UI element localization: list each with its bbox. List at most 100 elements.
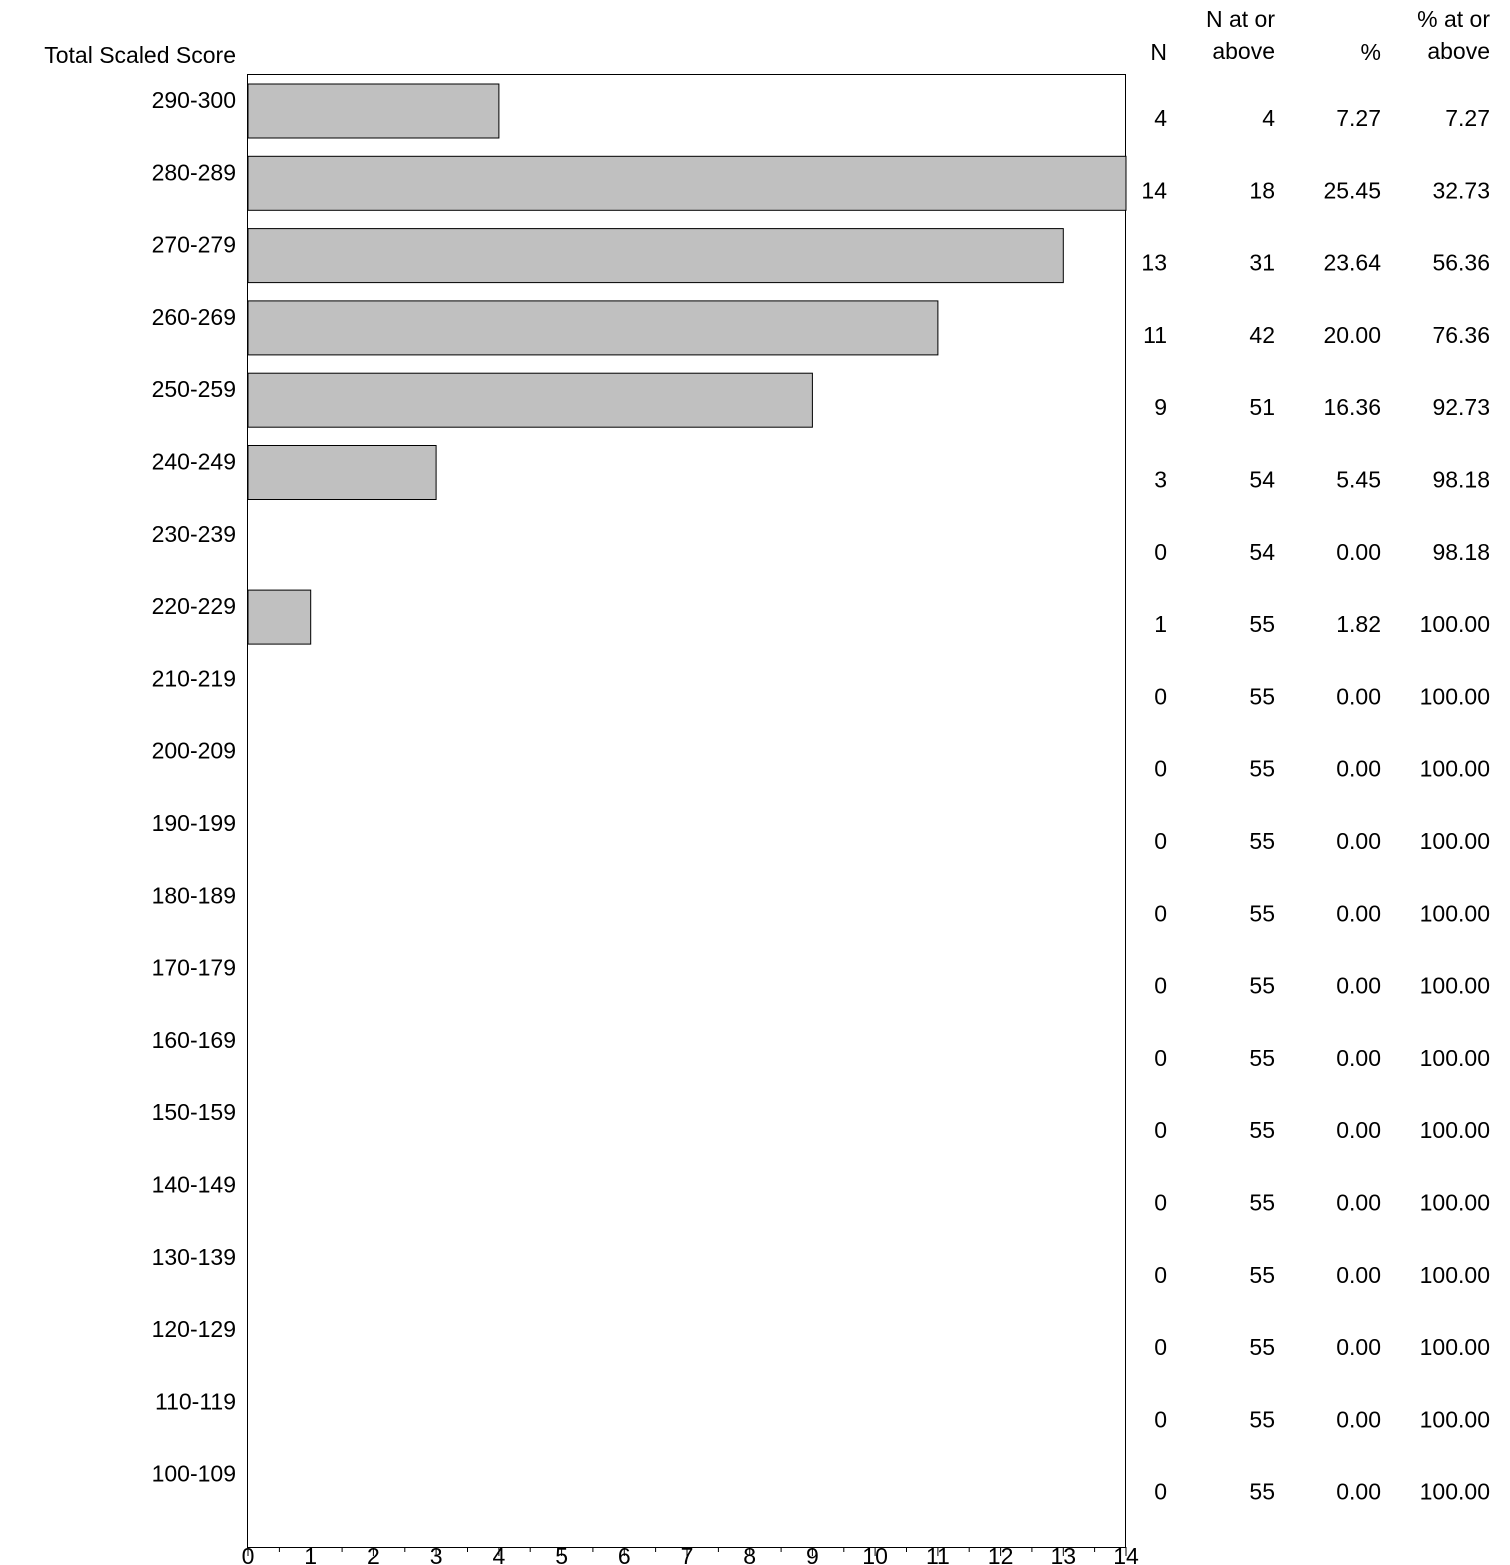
table-cell: 0 [1154,828,1167,854]
category-label: 210-219 [152,665,236,691]
table-cell: 55 [1249,1045,1275,1071]
category-label: 150-159 [152,1099,236,1125]
table-cell: 56.36 [1432,250,1490,276]
category-label: 110-119 [155,1388,236,1414]
table-cell: 0.00 [1336,1334,1381,1360]
table-cell: 55 [1249,756,1275,782]
category-label: 260-269 [152,304,236,330]
bar-220-229 [247,589,312,645]
table-cell: 4 [1154,105,1167,131]
table-cell: 16.36 [1323,394,1381,420]
table-cell: 0.00 [1336,1262,1381,1288]
x-tick-label: 11 [926,1543,950,1565]
table-cell: 54 [1249,467,1275,493]
table-cell: 0 [1154,1334,1167,1360]
x-tick-label: 9 [806,1543,819,1565]
x-tick-label: 4 [493,1543,506,1565]
table-cell: 100.00 [1420,1045,1490,1071]
table-cell: 3 [1154,467,1167,493]
category-label: 170-179 [152,955,236,981]
table-cell: 55 [1249,1479,1275,1505]
y-axis-title: Total Scaled Score [44,42,236,68]
table-cell: 55 [1249,1334,1275,1360]
table-cell: 0 [1154,1045,1167,1071]
table-cell: 100.00 [1420,1262,1490,1288]
table-cell: 11 [1143,322,1167,348]
table-cell: 5.45 [1336,467,1381,493]
category-label: 240-249 [152,449,236,475]
table-cell: 20.00 [1323,322,1381,348]
table-cell: 100.00 [1420,973,1490,999]
table-cell: 0.00 [1336,1117,1381,1143]
plot-frame [247,74,1126,1548]
table-cell: 98.18 [1432,539,1490,565]
table-cell: 0.00 [1336,683,1381,709]
category-label: 190-199 [152,810,236,836]
table-cell: 9 [1154,394,1167,420]
x-tick-label: 5 [555,1543,568,1565]
bar-280-289 [247,155,1127,211]
table-cell: 92.73 [1432,394,1490,420]
table-header: N [1150,39,1167,65]
table-cell: 23.64 [1323,250,1381,276]
table-cell: 100.00 [1420,1406,1490,1432]
category-label: 100-109 [152,1461,236,1487]
table-cell: 100.00 [1420,683,1490,709]
table-cell: 76.36 [1432,322,1490,348]
table-cell: 0.00 [1336,973,1381,999]
table-cell: 0.00 [1336,756,1381,782]
table-cell: 13 [1141,250,1167,276]
table-cell: 1.82 [1336,611,1381,637]
table-header: % at or [1417,6,1490,32]
category-label: 230-239 [152,521,236,547]
table-cell: 4 [1262,105,1275,131]
table-cell: 54 [1249,539,1275,565]
category-labels: 290-300 280-289 270-279 260-269 250-259 240-2… [152,87,236,1487]
x-axis: 0 1 2 3 4 5 6 7 8 9 10 11 12 13 14 [242,1543,1139,1565]
table-cell: 55 [1249,900,1275,926]
table-cell: 55 [1249,1406,1275,1432]
x-tick-label: 6 [618,1543,631,1565]
table-cell: 55 [1249,973,1275,999]
category-label: 180-189 [152,882,236,908]
table-cell: 0 [1154,973,1167,999]
table-cell: 100.00 [1420,900,1490,926]
table-cell: 55 [1249,683,1275,709]
bar-240-249 [247,445,437,500]
table-cell: 14 [1141,177,1167,203]
bar-260-269 [247,300,939,356]
table-cell: 51 [1249,394,1275,420]
bar-270-279 [247,228,1064,284]
table-cell: 55 [1249,1190,1275,1216]
x-tick-label: 2 [367,1543,380,1565]
table-cell: 0.00 [1336,828,1381,854]
table-cell: 98.18 [1432,467,1490,493]
table-header: % [1361,39,1381,65]
table-cell: 100.00 [1420,1117,1490,1143]
table-cell: 55 [1249,611,1275,637]
table-header: N at or [1206,6,1275,32]
x-tick-label: 7 [681,1543,694,1565]
table-cell: 0.00 [1336,1045,1381,1071]
table-cell: 25.45 [1323,177,1381,203]
table-cell: 0.00 [1336,1190,1381,1216]
bar-290-300 [247,83,500,139]
bars-group [247,83,1127,645]
category-label: 130-139 [152,1244,236,1270]
category-label: 220-229 [152,593,236,619]
table-cell: 1 [1154,611,1167,637]
table-headers: N N at or above% % at or above [1150,6,1490,65]
x-tick-label: 14 [1113,1543,1139,1565]
table-cell: 100.00 [1420,1479,1490,1505]
table-cell: 0 [1154,1262,1167,1288]
table-cell: 0.00 [1336,1406,1381,1432]
category-label: 270-279 [152,232,236,258]
table-cell: 55 [1249,828,1275,854]
category-label: 120-129 [152,1316,236,1342]
table-cell: 55 [1249,1262,1275,1288]
x-tick-label: 10 [862,1543,888,1565]
table-cell: 0 [1154,1117,1167,1143]
table-cell: 0.00 [1336,539,1381,565]
